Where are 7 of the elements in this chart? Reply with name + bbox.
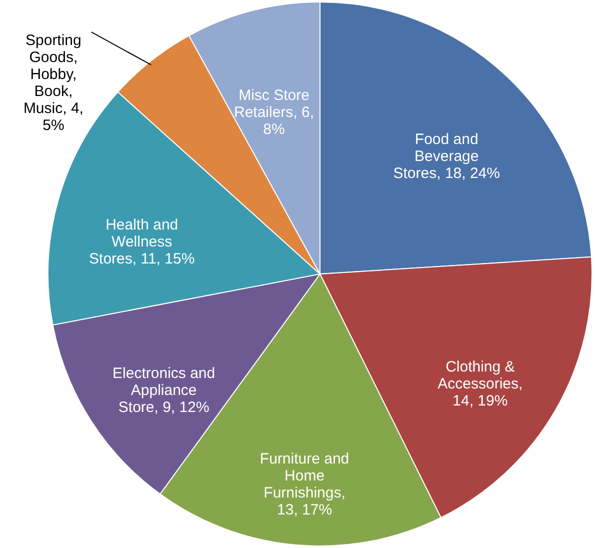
slice-label: Furniture and Home Furnishings, 13, 17% [260,450,350,518]
slice-label: Sporting Goods, Hobby, Book, Music, 4, 5% [23,32,84,134]
slice-label: Clothing & Accessories, 14, 19% [438,358,523,410]
slice-label: Electronics and Appliance Store, 9, 12% [112,365,216,416]
slice-label: Food and Beverage Stores, 18, 24% [393,131,500,182]
slice-label: Misc Store Retailers, 6, 8% [234,86,314,138]
slice-label: Health and Wellness Stores, 11, 15% [89,216,195,268]
